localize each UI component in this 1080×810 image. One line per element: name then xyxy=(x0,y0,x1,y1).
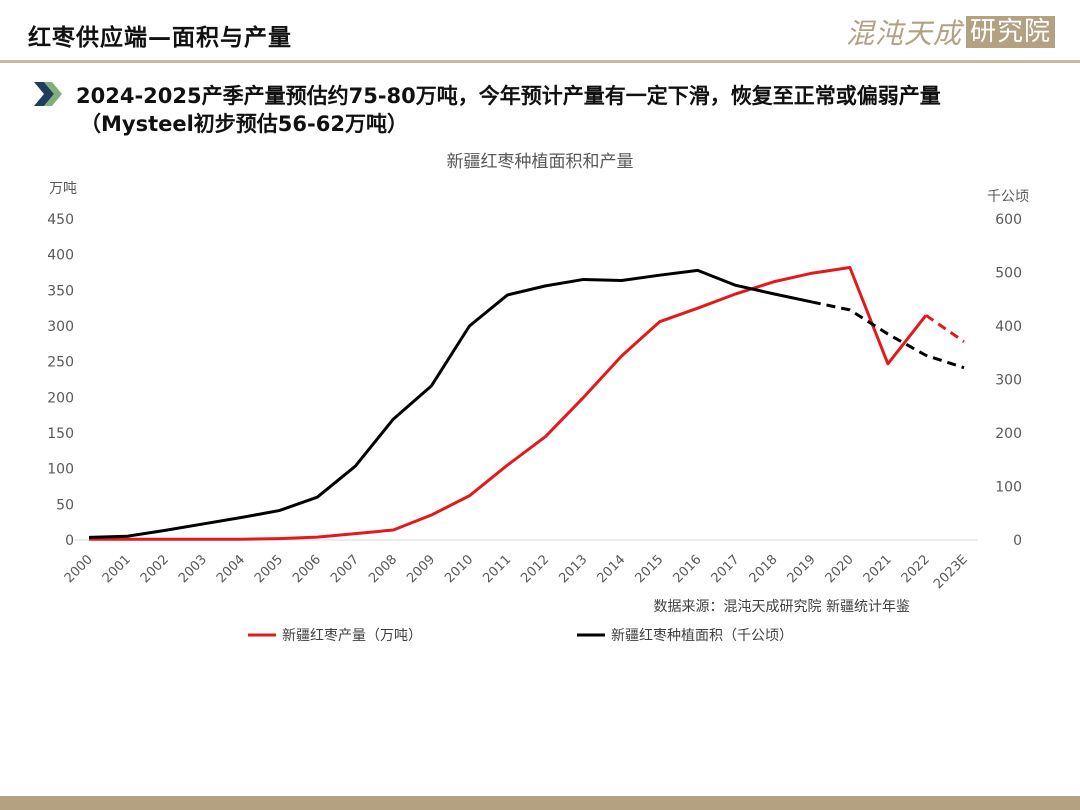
y-left-unit-label: 万吨 xyxy=(49,181,77,197)
y-left-tick-label: 450 xyxy=(47,212,74,228)
y-left-tick-label: 100 xyxy=(47,462,74,478)
x-tick-label: 2005 xyxy=(252,552,286,586)
footer-bar xyxy=(0,796,1080,810)
y-right-unit-label: 千公顷 xyxy=(987,189,1029,205)
page-header: 红枣供应端—面积与产量 混沌天成 研究院 xyxy=(0,0,1080,63)
x-tick-label: 2023E xyxy=(931,552,971,592)
y-right-tick-label: 400 xyxy=(995,319,1022,335)
x-tick-label: 2013 xyxy=(556,552,590,586)
x-tick-label: 2019 xyxy=(785,552,819,586)
x-tick-label: 2002 xyxy=(138,552,172,586)
y-left-tick-label: 200 xyxy=(47,390,74,406)
line-chart: 万吨 千公顷05010015020025030035040045001002003… xyxy=(47,181,1029,644)
brand-logo: 混沌天成 研究院 xyxy=(846,14,1056,50)
y-left-tick-label: 0 xyxy=(65,533,74,549)
x-tick-label: 2018 xyxy=(747,552,781,586)
legend-label: 新疆红枣种植面积（千公顷） xyxy=(611,628,793,644)
series-line-2 xyxy=(88,268,813,539)
x-tick-label: 2000 xyxy=(62,552,96,586)
x-tick-label: 2014 xyxy=(594,552,628,586)
x-tick-label: 2017 xyxy=(709,552,743,586)
x-tick-label: 2001 xyxy=(100,552,134,586)
y-right-tick-label: 0 xyxy=(1013,533,1022,549)
y-left-tick-label: 400 xyxy=(47,248,74,264)
y-right-tick-label: 200 xyxy=(995,426,1022,442)
y-left-tick-label: 50 xyxy=(56,497,74,513)
y-left-tick-label: 350 xyxy=(47,283,74,299)
series-line-2-forecast xyxy=(811,300,965,370)
y-right-tick-label: 300 xyxy=(995,373,1022,389)
header-divider xyxy=(0,60,1080,63)
x-tick-label: 2009 xyxy=(404,552,438,586)
x-tick-label: 2021 xyxy=(861,552,895,586)
x-tick-label: 2008 xyxy=(366,552,400,586)
double-chevron-icon xyxy=(34,82,62,106)
headline-line1: 2024-2025产季产量预估约75-80万吨，今年预计产量有一定下滑，恢复至正… xyxy=(76,84,941,108)
x-tick-label: 2016 xyxy=(671,552,705,586)
page-title: 红枣供应端—面积与产量 xyxy=(28,25,292,51)
x-tick-label: 2020 xyxy=(823,552,857,586)
series-line-1 xyxy=(89,266,928,541)
x-tick-label: 2003 xyxy=(176,552,210,586)
x-tick-label: 2022 xyxy=(899,552,933,586)
headline-line2: （Mysteel初步预估56-62万吨） xyxy=(80,112,408,136)
x-tick-label: 2007 xyxy=(328,552,362,586)
series-line-1-forecast xyxy=(925,314,965,343)
y-left-tick-label: 300 xyxy=(47,319,74,335)
x-tick-label: 2006 xyxy=(290,552,324,586)
x-tick-label: 2012 xyxy=(518,552,552,586)
source-note: 数据来源：混沌天成研究院 新疆统计年鉴 xyxy=(654,599,910,615)
y-right-tick-label: 100 xyxy=(995,480,1022,496)
y-right-tick-label: 500 xyxy=(995,266,1022,282)
legend-label: 新疆红枣产量（万吨） xyxy=(282,628,422,644)
brand-logo-part2: 研究院 xyxy=(966,16,1056,48)
y-right-tick-label: 600 xyxy=(995,212,1022,228)
y-left-tick-label: 150 xyxy=(47,426,74,442)
y-left-tick-label: 250 xyxy=(47,355,74,371)
brand-logo-part1: 混沌天成 xyxy=(846,17,963,50)
x-tick-label: 2011 xyxy=(480,552,514,586)
x-tick-label: 2015 xyxy=(632,552,666,586)
chart-title: 新疆红枣种植面积和产量 xyxy=(446,152,634,172)
x-tick-label: 2010 xyxy=(442,552,476,586)
headline: 2024-2025产季产量预估约75-80万吨，今年预计产量有一定下滑，恢复至正… xyxy=(76,82,1066,138)
x-tick-label: 2004 xyxy=(214,552,248,586)
